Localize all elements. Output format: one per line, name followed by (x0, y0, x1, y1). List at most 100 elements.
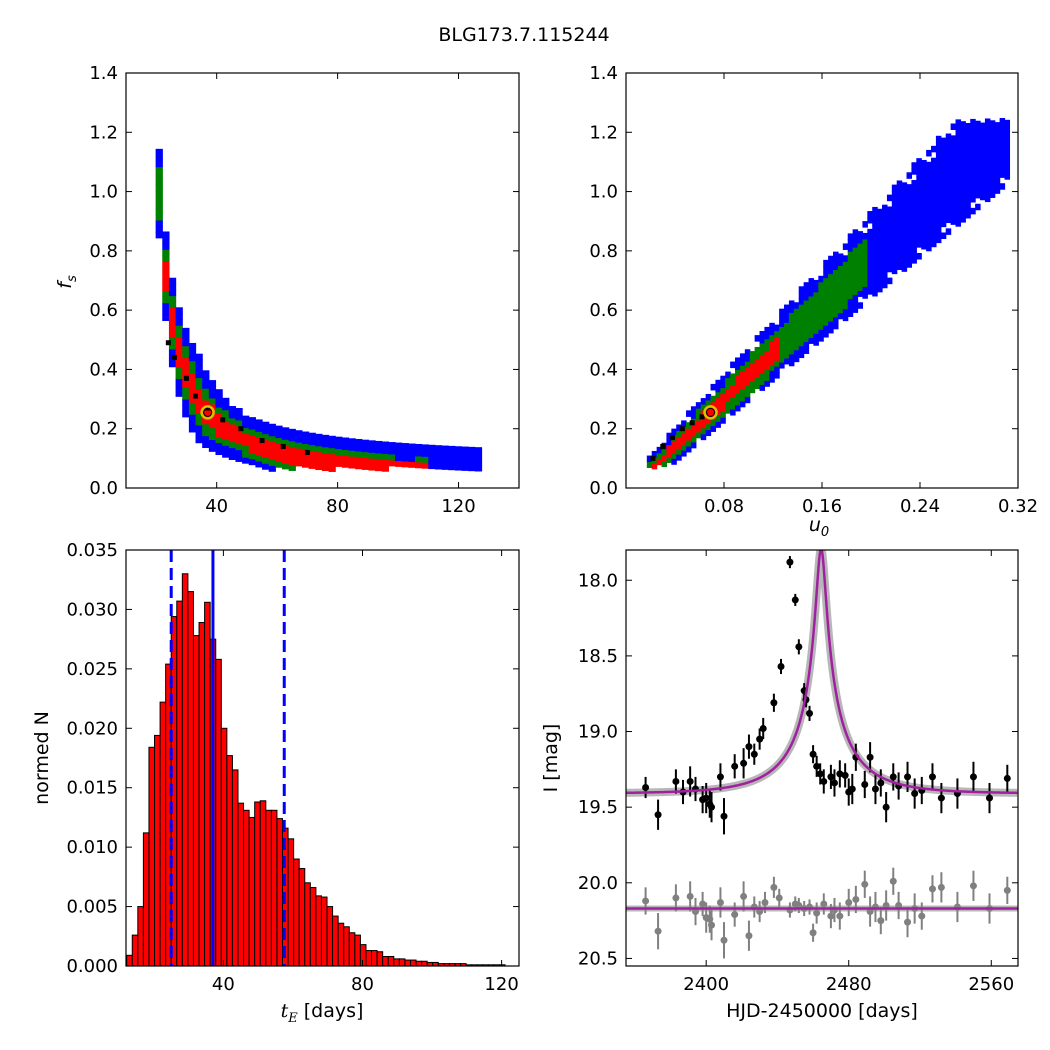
heatmap-cell (676, 430, 682, 437)
heatmap-cell (735, 381, 741, 388)
heatmap-cell (341, 443, 350, 450)
heatmap-cell (759, 354, 766, 362)
heatmap-cell (945, 228, 952, 235)
heatmap-cell (188, 402, 197, 409)
heatmap-cell (862, 280, 868, 287)
heatmap-cell (793, 337, 800, 345)
heatmap-cell (901, 182, 908, 189)
histogram-bar (359, 944, 367, 966)
heatmap-cell (994, 151, 1001, 159)
x-tick-label: 2560 (968, 974, 1014, 995)
heatmap-cell (725, 401, 731, 408)
heatmap-cell (886, 265, 893, 273)
heatmap-cell (833, 299, 839, 306)
heatmap-cell (891, 232, 898, 239)
heatmap-cell (375, 446, 383, 454)
heatmap-cell (739, 382, 746, 390)
heatmap-cell (867, 234, 873, 242)
heatmap-cell (779, 344, 785, 351)
heatmap-cell (994, 157, 1001, 165)
heatmap-cell (798, 351, 805, 359)
heatmap-cell (188, 342, 197, 350)
heatmap-cell (857, 231, 864, 238)
heatmap-cell (328, 453, 336, 461)
heatmap-cell (248, 452, 256, 460)
heatmap-cell (901, 223, 908, 231)
heatmap-cell (877, 208, 883, 216)
heatmap-cell (872, 248, 878, 255)
heatmap-cell (935, 153, 942, 161)
heatmap-cell (906, 243, 913, 250)
heatmap-cell (188, 390, 197, 397)
heatmap-cell (984, 177, 991, 185)
heatmap-cell (818, 305, 824, 312)
heatmap-cell (779, 308, 785, 316)
heatmap-cell (891, 237, 898, 245)
heatmap-cell (882, 222, 888, 229)
heatmap-cell (989, 179, 996, 187)
heatmap-cell (361, 463, 370, 470)
data-point (848, 785, 856, 793)
heatmap-cell (793, 308, 800, 315)
histogram-bar (387, 955, 395, 966)
heatmap-cell (395, 454, 403, 461)
heatmap-cell (926, 238, 932, 246)
heatmap-cell (803, 329, 810, 337)
heatmap-cell (818, 323, 824, 330)
heatmap-cell (940, 149, 947, 157)
heatmap-cell (950, 212, 957, 219)
heatmap-cell (911, 209, 917, 217)
heatmap-cell (975, 132, 981, 140)
heatmap-cell (970, 190, 976, 197)
heatmap-cell (965, 134, 971, 142)
heatmap-cell (175, 331, 183, 338)
heatmap-cell (994, 169, 1001, 177)
heatmap-cell (916, 241, 922, 248)
heatmap-cell (862, 286, 868, 293)
heatmap-cell (681, 450, 687, 457)
heatmap-cell (700, 433, 707, 441)
heatmap-cell (882, 252, 888, 259)
heatmap-cell (867, 282, 873, 289)
heatmap-cell (926, 149, 932, 157)
heatmap-cell (759, 384, 766, 391)
heatmap-cell (182, 345, 190, 353)
heatmap-cell (155, 178, 163, 186)
heatmap-cell (195, 401, 203, 408)
heatmap-cell (735, 404, 741, 412)
heatmap-cell (764, 326, 770, 334)
heatmap-cell (671, 440, 677, 447)
heatmap-cell (415, 461, 423, 469)
histogram-bar (243, 809, 250, 966)
histogram-bar (192, 635, 200, 966)
heatmap-cell (828, 291, 834, 298)
heatmap-cell (676, 454, 682, 461)
heatmap-cell (852, 264, 859, 272)
residual-point (708, 921, 716, 929)
heatmap-cell (960, 144, 966, 152)
heatmap-cell (215, 412, 223, 420)
heatmap-cell (955, 131, 962, 138)
heatmap-cell (235, 443, 243, 451)
y-tick-label: 0.010 (66, 837, 118, 858)
heatmap-cell (281, 427, 290, 434)
y-tick-label: 1.0 (589, 182, 618, 203)
y-tick-label: 0.000 (66, 956, 118, 977)
heatmap-cell (921, 159, 927, 167)
histogram-bar (371, 950, 378, 966)
heatmap-cell (228, 453, 237, 460)
heatmap-cell (681, 438, 687, 445)
heatmap-cell (847, 274, 854, 282)
heatmap-cell (945, 210, 952, 218)
heatmap-cell (798, 339, 805, 347)
heatmap-cell (749, 362, 756, 370)
heatmap-cell (862, 274, 868, 281)
heatmap-cell (401, 460, 409, 468)
y-tick-label: 0.4 (89, 359, 118, 380)
heatmap-core-cell (220, 417, 226, 423)
heatmap-cell (798, 345, 805, 353)
y-tick-label: 0.8 (589, 241, 618, 262)
heatmap-cell (980, 193, 986, 201)
heatmap-cell (474, 459, 483, 466)
heatmap-cell (818, 335, 824, 342)
